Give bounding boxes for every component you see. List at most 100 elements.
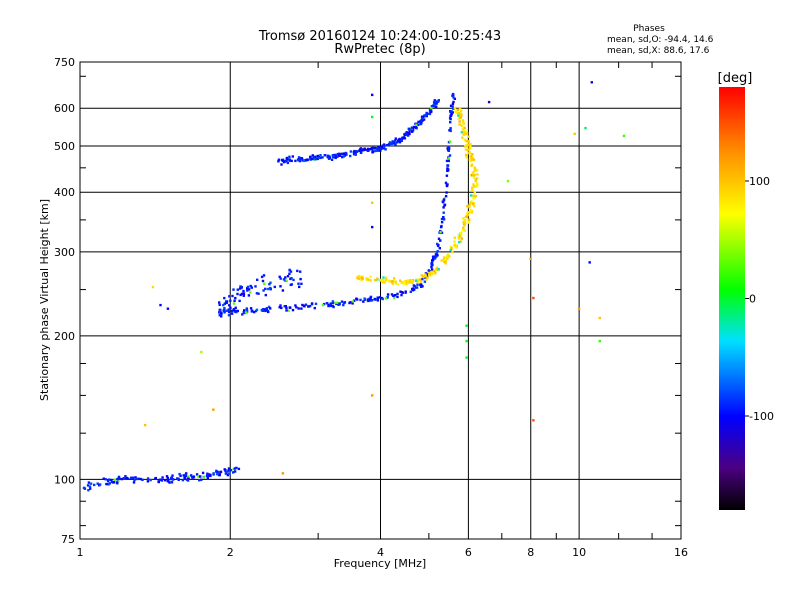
data-point xyxy=(529,257,532,260)
data-point xyxy=(392,294,395,297)
data-point xyxy=(292,278,295,282)
data-point xyxy=(290,277,293,280)
data-point xyxy=(453,97,456,100)
data-point xyxy=(437,268,440,271)
data-point xyxy=(262,308,265,311)
data-point xyxy=(459,235,462,239)
data-point xyxy=(289,270,293,273)
data-point xyxy=(183,476,186,480)
y-tick-label: 750 xyxy=(54,56,75,69)
data-point xyxy=(424,275,427,278)
data-point xyxy=(464,139,468,143)
data-point xyxy=(375,277,379,280)
data-point xyxy=(390,142,393,145)
data-point xyxy=(338,152,341,155)
data-point xyxy=(469,143,472,146)
data-point xyxy=(233,299,236,302)
data-point xyxy=(471,174,475,177)
data-point xyxy=(218,303,221,306)
data-point xyxy=(435,105,438,108)
data-point xyxy=(200,478,203,481)
data-point xyxy=(396,141,399,144)
data-point xyxy=(415,286,419,289)
data-point xyxy=(146,477,150,480)
data-point xyxy=(452,107,455,110)
data-point xyxy=(328,304,331,307)
data-point xyxy=(261,279,265,283)
data-point xyxy=(266,287,270,291)
data-point xyxy=(455,111,458,114)
data-point xyxy=(149,478,152,482)
y-tick-label: 400 xyxy=(54,186,75,199)
data-point xyxy=(120,477,123,481)
data-point xyxy=(469,194,473,197)
data-point xyxy=(378,296,382,299)
data-point xyxy=(408,132,411,136)
data-point xyxy=(393,296,396,300)
data-point xyxy=(338,154,342,157)
data-point xyxy=(228,304,231,307)
data-point xyxy=(598,339,601,343)
data-point xyxy=(461,128,464,131)
data-point xyxy=(232,288,235,291)
data-point xyxy=(341,155,344,159)
data-point xyxy=(93,483,96,487)
data-point xyxy=(371,299,374,302)
data-point xyxy=(225,471,228,474)
data-point xyxy=(116,478,119,481)
data-point xyxy=(254,285,257,288)
data-point xyxy=(418,278,422,281)
data-point xyxy=(439,239,442,242)
data-point xyxy=(229,299,232,302)
data-point xyxy=(87,489,90,492)
data-point xyxy=(279,304,282,307)
data-point xyxy=(432,269,436,273)
data-point xyxy=(288,158,291,161)
data-point xyxy=(465,156,468,159)
data-point xyxy=(430,263,433,267)
x-tick-label: 4 xyxy=(377,546,384,559)
y-axis-label: Stationary phase Virtual Height [km] xyxy=(38,199,51,401)
data-point xyxy=(391,140,394,143)
data-point xyxy=(264,287,267,291)
data-point xyxy=(382,276,385,279)
data-point xyxy=(379,278,382,282)
data-point xyxy=(307,305,310,308)
data-point xyxy=(356,276,359,279)
data-point xyxy=(343,301,347,304)
data-point xyxy=(299,270,302,273)
data-point xyxy=(463,126,466,130)
data-point xyxy=(277,160,280,163)
data-point xyxy=(285,309,288,312)
data-point xyxy=(466,139,469,143)
data-point xyxy=(446,167,449,170)
data-point xyxy=(108,478,111,481)
data-point xyxy=(223,311,226,314)
data-point xyxy=(227,469,230,472)
data-point xyxy=(171,478,174,481)
data-point xyxy=(223,302,226,305)
data-point xyxy=(207,473,211,476)
data-point xyxy=(476,177,479,180)
data-point xyxy=(474,178,478,181)
data-point xyxy=(410,279,414,283)
data-point xyxy=(449,121,452,124)
data-point xyxy=(414,279,418,283)
data-point xyxy=(239,285,242,288)
data-point xyxy=(451,102,455,106)
data-point xyxy=(416,283,419,286)
data-point xyxy=(223,307,226,310)
data-point xyxy=(195,473,199,476)
data-point xyxy=(285,306,288,309)
data-point xyxy=(228,295,231,298)
data-point xyxy=(384,278,388,281)
data-point xyxy=(257,292,260,295)
data-point xyxy=(280,163,283,166)
data-point xyxy=(417,120,420,124)
data-point xyxy=(454,246,458,249)
data-point xyxy=(159,303,162,307)
data-point xyxy=(384,297,388,300)
data-point xyxy=(96,482,99,485)
data-point xyxy=(462,133,466,136)
